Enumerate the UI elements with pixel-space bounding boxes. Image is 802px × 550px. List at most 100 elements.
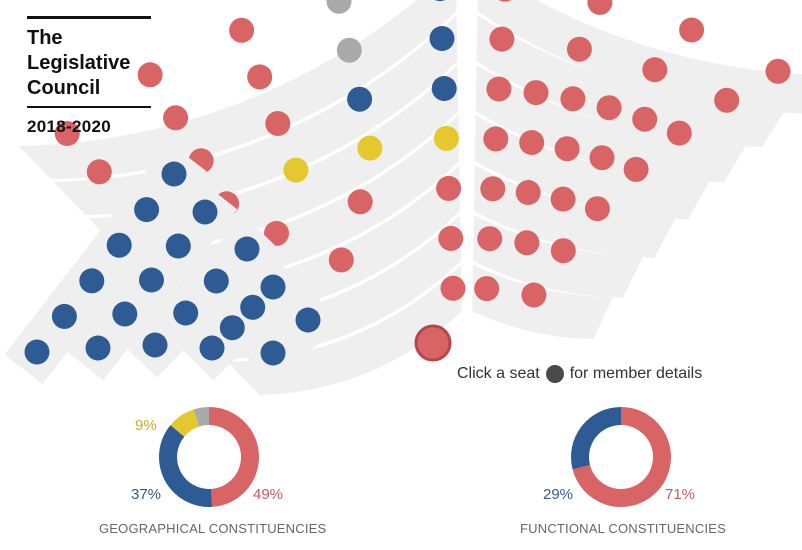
page-title: The Legislative Council [27, 27, 131, 99]
center-row-band-1 [18, 0, 457, 180]
seat-pro_establishment-right-5-1[interactable] [480, 176, 506, 202]
geo-donut-slice-localist [170, 409, 200, 437]
seat-legend: Click a seat for member details [457, 365, 702, 383]
seat-pro_establishment-center-6-2[interactable] [328, 247, 354, 273]
seat-pro_establishment-center-1-4[interactable] [137, 62, 163, 88]
seat-pro_democracy-left-5-1[interactable] [260, 340, 286, 366]
seat-pro_establishment-center-5-1[interactable] [436, 175, 462, 201]
seat-pro_establishment-right-4-3[interactable] [554, 136, 580, 162]
seat-dot-icon [545, 365, 564, 383]
seat-pro_establishment-right-3-1[interactable] [486, 76, 512, 102]
seat-pro_establishment-right-4-2[interactable] [519, 130, 545, 155]
title-rule-bottom [27, 106, 151, 108]
seat-pro_establishment-right-1-3[interactable] [679, 17, 705, 43]
func-democracy-pct: 29% [543, 486, 574, 503]
seat-pro_establishment-right-5-4[interactable] [584, 196, 610, 222]
func-chart-title: FUNCTIONAL CONSTITUENCIES [520, 521, 727, 536]
right-row-band-2 [476, 15, 787, 147]
geo-establishment-pct: 49% [253, 486, 284, 503]
seat-pro_establishment-center-2-3[interactable] [247, 64, 273, 90]
seat-pro_democracy-left-1-2[interactable] [51, 303, 77, 329]
seat-pro_establishment-center-5-3[interactable] [264, 220, 289, 246]
seat-localist-center-4-1[interactable] [433, 125, 459, 151]
seat-pro_democracy-center-2-1[interactable] [429, 26, 455, 51]
seat-pro_establishment-right-5-3[interactable] [550, 186, 576, 212]
seat-pro_establishment-center-6-1[interactable] [438, 225, 464, 251]
seat-pro_establishment-right-2-4[interactable] [714, 87, 740, 113]
seat-pro_establishment-right-2-2[interactable] [566, 36, 592, 62]
seat-pro_establishment-right-5-2[interactable] [515, 180, 541, 205]
seat-pro_establishment-center-2-5[interactable] [86, 159, 112, 185]
seat-pro_democracy-left-4-3[interactable] [240, 294, 266, 320]
seat-pro_establishment-right-3-3[interactable] [560, 86, 586, 112]
seat-pro_establishment-right-2-1[interactable] [489, 26, 515, 52]
seat-pro_establishment-right-7-1[interactable] [474, 276, 500, 302]
seat-vacant-center-1-2[interactable] [326, 0, 352, 14]
constituency-donuts [159, 407, 671, 507]
seat-pro_establishment-center-3-3[interactable] [265, 111, 291, 136]
title-rule-top [27, 16, 151, 19]
geo-chart-title: GEOGRAPHICAL CONSTITUENCIES [99, 521, 327, 536]
seat-pro_establishment-right-4-5[interactable] [623, 156, 649, 182]
seat-pro_democracy-left-2-5[interactable] [192, 199, 218, 225]
seat-pro_democracy-left-1-4[interactable] [106, 232, 132, 258]
geo-donut-slice-vacant [193, 407, 209, 427]
seat-pro_democracy-left-5-2[interactable] [295, 307, 321, 333]
seat-pro_democracy-left-4-1[interactable] [199, 335, 225, 361]
seat-pro_democracy-left-4-2[interactable] [219, 315, 245, 341]
seat-pro_democracy-left-1-1[interactable] [24, 339, 50, 365]
seat-pro_democracy-left-1-3[interactable] [79, 268, 105, 294]
func-donut-slice-pro_establishment [572, 407, 671, 507]
seat-pro_democracy-left-2-2[interactable] [112, 301, 138, 327]
seat-pro_establishment-right-1-1[interactable] [493, 0, 518, 2]
seat-pro_establishment-right-3-2[interactable] [523, 80, 549, 106]
func-establishment-pct: 71% [665, 486, 696, 503]
seat-pro_democracy-left-2-3[interactable] [139, 267, 164, 293]
seat-pro_establishment-right-3-6[interactable] [666, 120, 692, 146]
seat-pro_establishment-right-7-2[interactable] [521, 282, 547, 308]
seat-pro_establishment-right-1-2[interactable] [587, 0, 613, 15]
seat-pro_democracy-left-2-4[interactable] [165, 233, 191, 259]
seat-pro_establishment-center-5-2[interactable] [347, 189, 373, 215]
seat-pro_establishment-center-7-1[interactable] [440, 275, 466, 301]
seat-pro_establishment-right-6-1[interactable] [477, 226, 503, 252]
seat-pro_democracy-left-3-1[interactable] [142, 332, 168, 358]
seat-pro_establishment-right-6-2[interactable] [514, 230, 540, 256]
seat-pro_establishment-center-1-5[interactable] [54, 121, 80, 146]
geo-localist-pct: 9% [135, 417, 157, 434]
seat-pro_establishment-right-4-1[interactable] [483, 126, 509, 152]
seat-pro_democracy-left-3-3[interactable] [203, 268, 229, 294]
right-row-band-3 [475, 65, 748, 183]
seat-localist-center-4-2[interactable] [357, 135, 383, 161]
seat-pro_democracy-left-2-1[interactable] [85, 335, 111, 361]
seat-pro_establishment-center-2-4[interactable] [163, 105, 189, 131]
geo-donut-slice-pro_establishment [209, 407, 259, 507]
seat-localist-center-4-3[interactable] [283, 157, 309, 183]
seat-pro_democracy-left-3-2[interactable] [173, 300, 199, 326]
geo-donut-slice-pro_democracy [159, 425, 213, 507]
seat-pro_establishment-center-1-3[interactable] [229, 17, 255, 43]
right-row-band-4 [474, 115, 711, 220]
center-row-band-2 [53, 15, 458, 216]
seat-pro_democracy-left-4-4[interactable] [260, 274, 286, 300]
func-donut-slice-pro_democracy [571, 407, 621, 470]
chamber-seat-map [4, 0, 802, 395]
seat-pro_democracy-center-3-2[interactable] [347, 86, 373, 112]
seat-pro_democracy-center-1-1[interactable] [427, 0, 452, 2]
seat-pro_establishment-right-2-3[interactable] [642, 57, 668, 83]
seat-pro_democracy-center-3-1[interactable] [431, 76, 457, 101]
right-row-band-1 [477, 0, 802, 114]
title-block: The Legislative Council 2018-2020 [27, 16, 151, 137]
presiding-seat[interactable] [414, 324, 452, 362]
seat-pro_establishment-right-6-3[interactable] [550, 238, 576, 264]
seat-pro_establishment-right-1-4[interactable] [765, 58, 791, 84]
seat-pro_democracy-left-1-5[interactable] [134, 197, 160, 223]
seat-pro_establishment-right-3-4[interactable] [596, 95, 622, 121]
seat-pro_democracy-left-1-6[interactable] [161, 161, 187, 187]
seat-pro_establishment-right-4-4[interactable] [589, 145, 615, 171]
seat-pro_democracy-left-3-4[interactable] [234, 236, 260, 262]
seat-vacant-center-2-2[interactable] [336, 37, 362, 63]
term-label: 2018-2020 [27, 117, 111, 136]
seat-pro_establishment-right-3-5[interactable] [632, 106, 658, 132]
legend-suffix: for member details [569, 365, 703, 382]
